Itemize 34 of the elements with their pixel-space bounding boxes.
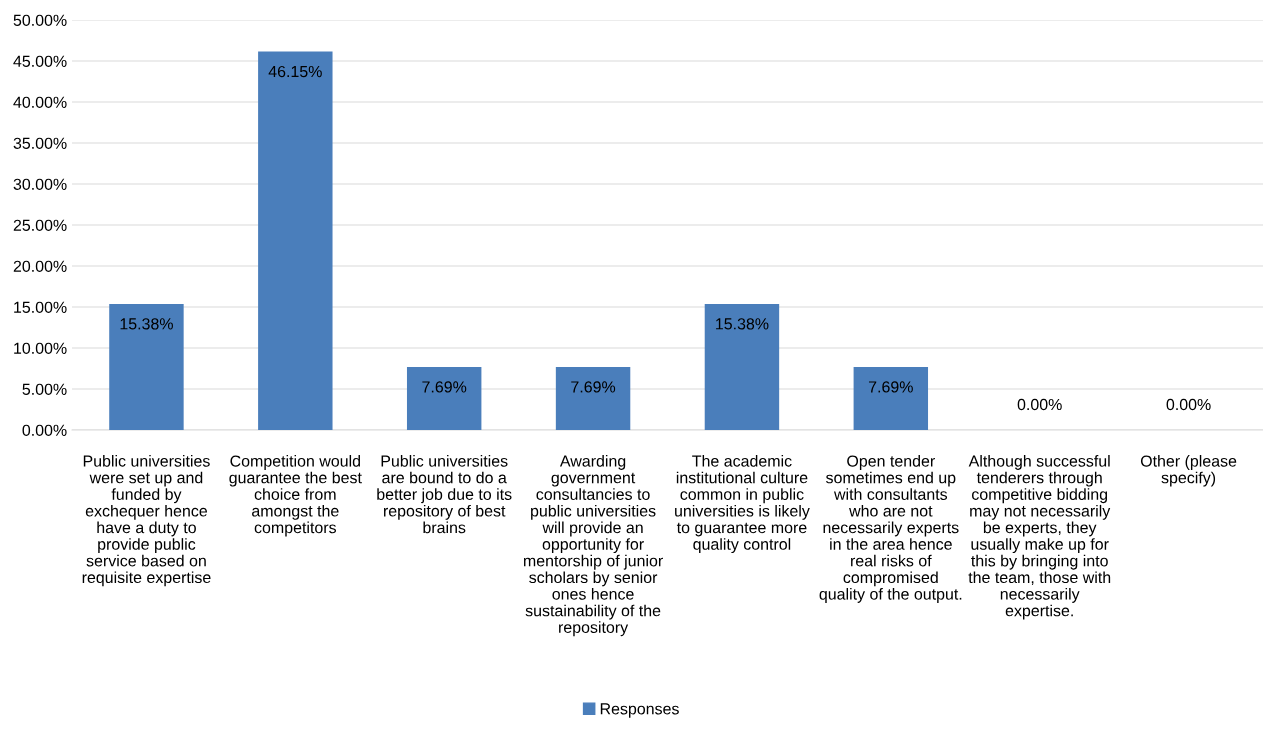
- data-label: 15.38%: [120, 318, 173, 330]
- data-label: 46.15%: [268, 65, 322, 78]
- data-label: 15.38%: [716, 318, 769, 330]
- x-tick-label: The academic institutional culture common in public universities is likely to guarantee more quality control: [675, 455, 810, 554]
- category-label: Although successful tenderers through competitive bidding may not necessarily be experts, they usually make up for this by bringing into the team, those with necessarily expertise.: [968, 455, 1111, 620]
- x-tick-label: Competition would guarantee the best choice from amongst the competitors: [229, 455, 362, 537]
- data-label: 7.69%: [422, 381, 467, 393]
- y-tick-label: 0.00%: [22, 424, 67, 436]
- x-tick-label: Public universities were set up and funded by exchequer hence have a duty to provide public service based on requisite expertise: [82, 455, 211, 587]
- y-tick-label: 25.00%: [13, 219, 67, 231]
- y-tick-label: 10.00%: [14, 342, 67, 354]
- bar: [555, 366, 631, 430]
- bar: [109, 303, 184, 430]
- y-tick-label: 30.00%: [13, 178, 67, 190]
- bar: [853, 366, 929, 430]
- bar: [258, 51, 333, 430]
- x-tick-label: Public universities are bound to do a better job due to its repository of best brains: [377, 455, 512, 534]
- legend-label: Responses: [600, 703, 679, 718]
- category-label: Open tender sometimes end up with consultants who are not necessarily experts in the area hence real risks of compromised quality of the output.: [819, 455, 962, 603]
- data-label: 0.00%: [1166, 398, 1211, 411]
- y-tick-label: 20.00%: [13, 260, 67, 272]
- y-tick-label: 45.00%: [13, 55, 67, 67]
- y-tick-label: 35.00%: [13, 137, 67, 149]
- bar: [704, 303, 780, 430]
- y-tick-label: 50.00%: [13, 14, 67, 26]
- data-label: 7.69%: [868, 381, 913, 393]
- y-tick-label: 40.00%: [13, 96, 67, 108]
- bar: [406, 366, 482, 430]
- data-label: 0.00%: [1017, 398, 1062, 411]
- x-tick-label: Other (please specify): [1140, 455, 1237, 487]
- y-tick-label: 5.00%: [22, 383, 67, 395]
- y-tick-label: 15.00%: [14, 301, 67, 313]
- data-label: 7.69%: [571, 381, 616, 393]
- category-label: Awarding government consultancies to public universities will provide an opportunity for mentorship of junior scholars by senior ones hence sustainability of the repository: [523, 455, 663, 637]
